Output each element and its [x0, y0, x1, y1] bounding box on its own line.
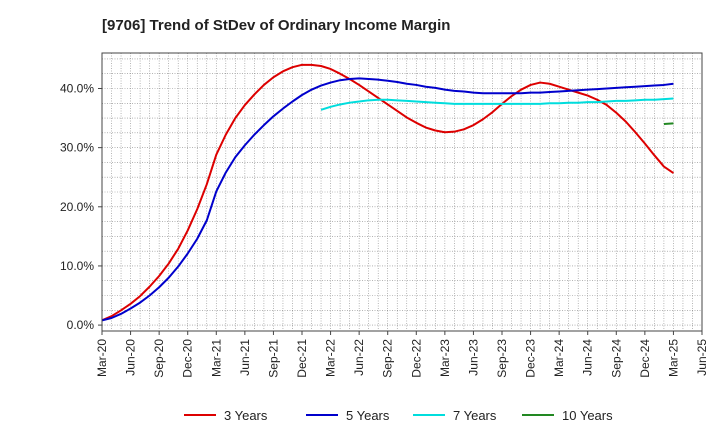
series-line-7-years [320, 97, 674, 111]
x-tick-label: Sep-23 [495, 339, 509, 378]
legend-label: 3 Years [224, 408, 268, 423]
x-tick-label: Dec-21 [295, 339, 309, 378]
series-line-5-years [101, 77, 674, 322]
legend-label: 7 Years [453, 408, 497, 423]
y-tick-label: 10.0% [60, 259, 94, 273]
x-tick-label: Sep-22 [381, 339, 395, 378]
legend-label: 5 Years [346, 408, 390, 423]
x-tick-label: Mar-24 [552, 339, 566, 377]
series-lines [101, 63, 674, 322]
y-tick-label: 0.0% [67, 318, 95, 332]
x-tick-label: Mar-23 [438, 339, 452, 377]
x-tick-label: Dec-20 [181, 339, 195, 378]
legend-label: 10 Years [562, 408, 613, 423]
x-tick-label: Jun-25 [695, 339, 709, 376]
legend: 3 Years 5 Years 7 Years 10 Years [184, 408, 613, 423]
series-line-3-years [101, 63, 674, 322]
series-line-10-years [663, 122, 674, 125]
plot-border [101, 52, 703, 332]
x-axis: Mar-20 Jun-20 Sep-20 Dec-20 Mar-21 Jun-21 Sep-… [95, 331, 709, 378]
x-tick-label: Jun-23 [466, 339, 480, 376]
y-tick-label: 40.0% [60, 81, 94, 95]
x-tick-label: Jun-22 [352, 339, 366, 376]
x-tick-label: Dec-22 [409, 339, 423, 378]
x-tick-label: Sep-24 [609, 339, 623, 378]
y-axis: 0.0% 10.0% 20.0% 30.0% 40.0% [60, 81, 102, 332]
x-tick-label: Sep-20 [152, 339, 166, 378]
y-tick-label: 20.0% [60, 200, 94, 214]
x-tick-label: Mar-20 [95, 339, 109, 377]
x-tick-label: Sep-21 [266, 339, 280, 378]
grid [101, 53, 703, 331]
x-tick-label: Jun-24 [581, 339, 595, 376]
y-tick-label: 30.0% [60, 141, 94, 155]
x-tick-label: Mar-25 [666, 339, 680, 377]
x-tick-label: Dec-24 [638, 339, 652, 378]
x-tick-label: Dec-23 [524, 339, 538, 378]
x-tick-label: Jun-21 [238, 339, 252, 376]
x-tick-label: Mar-22 [324, 339, 338, 377]
chart-title: [9706] Trend of StDev of Ordinary Income… [102, 17, 450, 34]
x-tick-label: Jun-20 [124, 339, 138, 376]
x-tick-label: Mar-21 [209, 339, 223, 377]
